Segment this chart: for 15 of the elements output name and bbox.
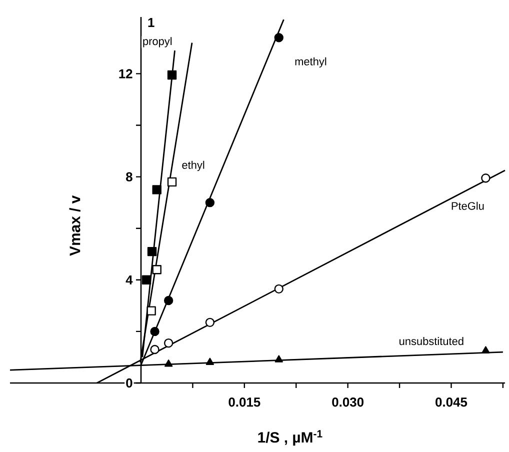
series-label: methyl xyxy=(295,57,326,68)
x-tick-label: 0.015 xyxy=(228,398,260,407)
y-tick-label: 4 xyxy=(126,275,133,284)
x-tick-label: 0.045 xyxy=(436,398,468,407)
y-tick-label: 12 xyxy=(119,69,132,78)
x-tick-label: 0.030 xyxy=(332,398,364,407)
x-axis-title: 1/S , µM$^{-1}$ xyxy=(258,430,322,446)
series-label: unsubstituted xyxy=(400,337,464,346)
y-tick-label: 8 xyxy=(126,172,132,182)
y-tick-label: 0 xyxy=(126,378,132,388)
series-label: PteGlu xyxy=(452,202,484,210)
series-label: ethyl xyxy=(182,160,204,172)
annotation: 1 xyxy=(148,18,154,27)
y-axis-title: Vmax / v xyxy=(69,195,80,256)
text: propyl xyxy=(143,37,172,48)
